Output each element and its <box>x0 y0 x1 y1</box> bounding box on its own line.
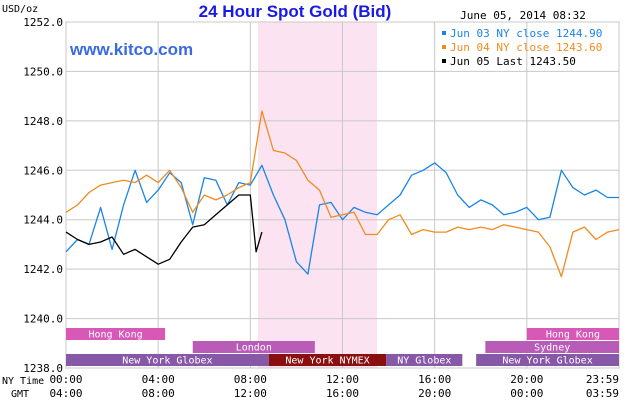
series-line-0 <box>65 162 619 275</box>
y-tick-labels: 1238.0 1240.0 1242.0 1244.0 1246.0 1248.0 1250… <box>23 16 63 375</box>
gmt-tick: 03:59 <box>586 387 619 400</box>
session-bar <box>268 354 387 366</box>
session-label: New York NYMEX <box>285 356 369 367</box>
session-label: NY Globex <box>397 356 451 367</box>
session-label: Sydney <box>534 343 570 354</box>
ny-time-tick: 23:59 <box>586 373 619 386</box>
gmt-tick: 20:00 <box>418 387 451 400</box>
session-label: London <box>236 343 272 354</box>
ny-time-tick: 04:00 <box>142 373 175 386</box>
session-bar <box>192 341 315 353</box>
chart-title: 24 Hour Spot Gold (Bid) <box>199 2 392 21</box>
legend-swatch <box>442 59 446 63</box>
session-bar <box>66 354 269 366</box>
series-layer <box>65 110 620 278</box>
ny-time-label: NY Time <box>2 376 44 387</box>
legend-entry: Jun 03 NY close 1244.90 <box>450 27 602 40</box>
session-bar <box>485 341 619 353</box>
legend-swatch <box>442 45 446 49</box>
y-tick-label: 1246.0 <box>23 164 63 177</box>
gmt-tick: 12:00 <box>234 387 267 400</box>
legend-entry: Jun 05 Last 1243.50 <box>450 55 576 68</box>
ny-time-tick: 12:00 <box>326 373 359 386</box>
series-line-1 <box>65 110 620 278</box>
gmt-tick: 16:00 <box>326 387 359 400</box>
gmt-label: GMT <box>11 389 29 400</box>
session-bar <box>526 328 619 340</box>
session-bar <box>476 354 619 366</box>
ny-time-tick: 08:00 <box>234 373 267 386</box>
nymex-highlight-band <box>257 22 378 368</box>
session-bar <box>66 328 166 340</box>
legend-entry: Jun 04 NY close 1243.60 <box>450 41 602 54</box>
gmt-tick: 04:00 <box>49 387 82 400</box>
y-tick-label: 1244.0 <box>23 214 63 227</box>
y-tick-label: 1238.0 <box>23 362 63 375</box>
session-label: Hong Kong <box>88 330 142 341</box>
y-tick-label: 1250.0 <box>23 65 63 78</box>
legend-swatch <box>442 31 446 35</box>
series-line-2 <box>65 194 263 265</box>
x-tick-labels: 00:00 04:00 08:00 12:00 16:00 20:00 23:5904:00… <box>49 373 619 400</box>
y-tick-label: 1240.0 <box>23 313 63 326</box>
watermark: www.kitco.com <box>69 40 193 59</box>
ny-time-tick: 20:00 <box>510 373 543 386</box>
session-label: New York Globex <box>122 356 212 367</box>
y-tick-label: 1248.0 <box>23 115 63 128</box>
gmt-tick: 08:00 <box>142 387 175 400</box>
chart-timestamp: June 05, 2014 08:32 <box>460 9 586 22</box>
y-tick-label: 1252.0 <box>23 16 63 29</box>
gmt-tick: 00:00 <box>510 387 543 400</box>
ny-time-tick: 00:00 <box>49 373 82 386</box>
y-axis-unit: USD/oz <box>2 4 38 15</box>
session-label: Hong Kong <box>546 330 600 341</box>
grid-layer <box>65 21 620 369</box>
y-tick-label: 1242.0 <box>23 263 63 276</box>
session-label: New York Globex <box>502 356 592 367</box>
session-bar <box>386 354 463 366</box>
highlight-band-layer <box>257 22 378 368</box>
ny-time-tick: 16:00 <box>418 373 451 386</box>
trading-sessions: Hong Kong Hong Kong London Sydney New York G… <box>66 328 619 367</box>
